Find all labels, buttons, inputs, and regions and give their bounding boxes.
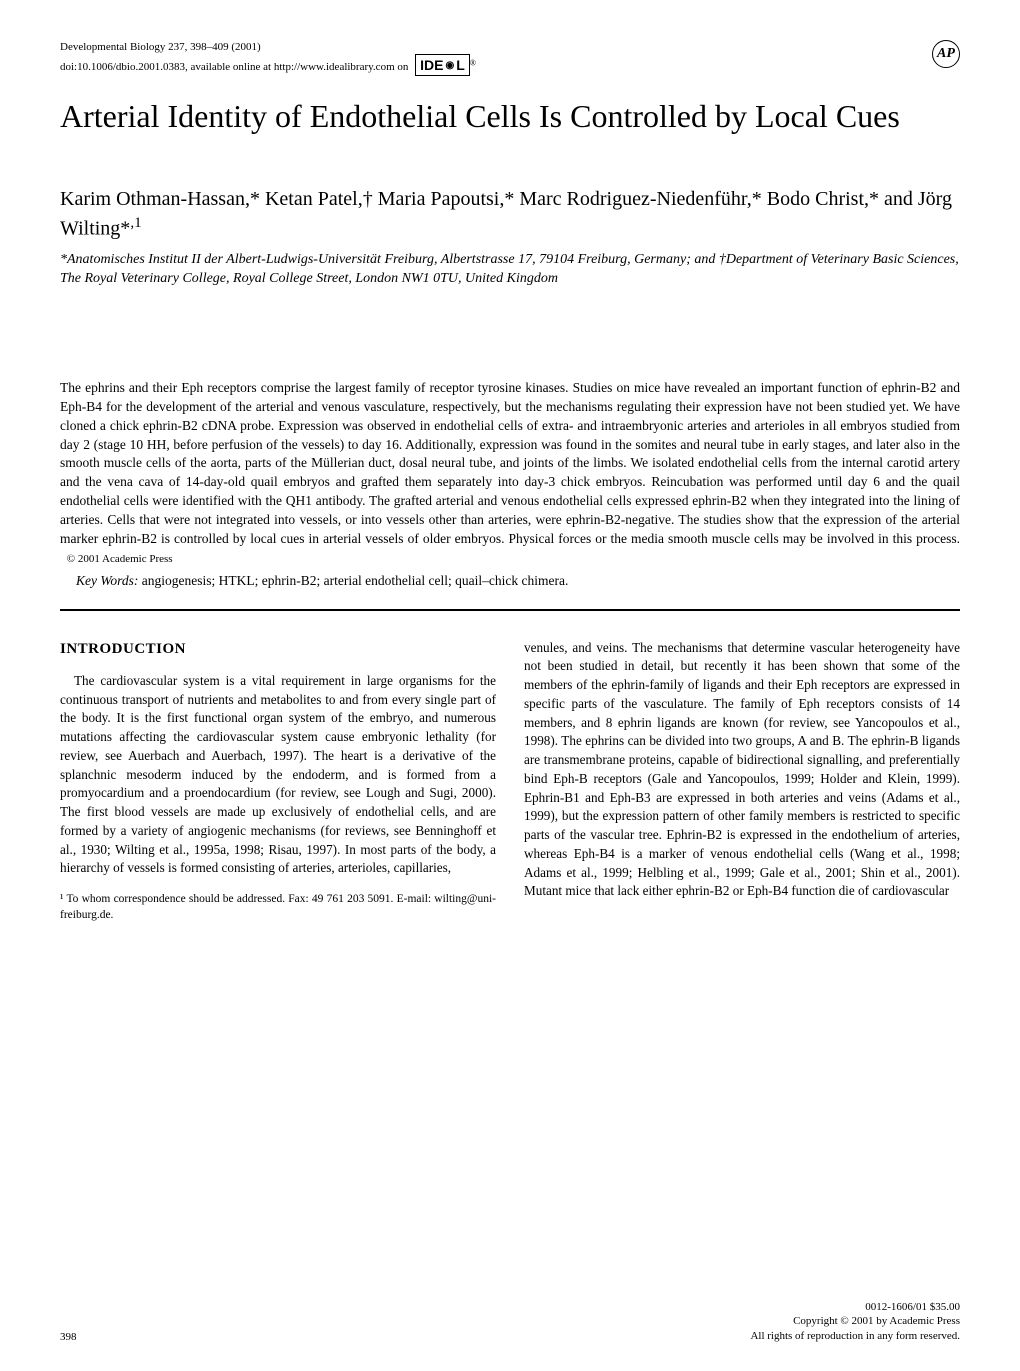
paper-title: Arterial Identity of Endothelial Cells I…: [60, 96, 960, 136]
copyright-line: Copyright © 2001 by Academic Press: [750, 1314, 960, 1328]
journal-line: Developmental Biology 237, 398–409 (2001…: [60, 40, 476, 54]
footer-right: 0012-1606/01 $35.00 Copyright © 2001 by …: [750, 1300, 960, 1343]
page-number: 398: [60, 1331, 77, 1343]
ideal-logo-text: IDE: [420, 56, 443, 74]
doi-line: doi:10.1006/dbio.2001.0383, available on…: [60, 54, 476, 76]
doi-text: doi:10.1006/dbio.2001.0383, available on…: [60, 61, 408, 73]
header-meta: Developmental Biology 237, 398–409 (2001…: [60, 40, 476, 76]
registered-mark: ®: [470, 59, 476, 68]
authors-list: Karim Othman-Hassan,* Ketan Patel,† Mari…: [60, 186, 960, 243]
ap-logo-text: AP: [937, 46, 955, 62]
correspondence-footnote: ¹ To whom correspondence should be addre…: [60, 892, 496, 923]
introduction-heading: INTRODUCTION: [60, 639, 496, 660]
intro-paragraph-left: The cardiovascular system is a vital req…: [60, 672, 496, 878]
keywords-line: Key Words: angiogenesis; HTKL; ephrin-B2…: [60, 572, 960, 591]
keywords-text: angiogenesis; HTKL; ephrin-B2; arterial …: [142, 573, 569, 588]
affiliations: *Anatomisches Institut II der Albert-Lud…: [60, 251, 960, 289]
globe-icon: ◉: [445, 59, 454, 72]
abstract-body: The ephrins and their Eph receptors comp…: [60, 380, 960, 546]
two-column-body: INTRODUCTION The cardiovascular system i…: [60, 639, 960, 923]
divider-rule: [60, 609, 960, 611]
keywords-label: Key Words:: [76, 573, 138, 588]
ideal-logo-suffix: L: [456, 56, 465, 74]
rights-line: All rights of reproduction in any form r…: [750, 1329, 960, 1343]
intro-paragraph-right: venules, and veins. The mechanisms that …: [524, 639, 960, 901]
copyright-inline: © 2001 Academic Press: [67, 553, 173, 565]
page-footer: 398 0012-1606/01 $35.00 Copyright © 2001…: [60, 1300, 960, 1343]
ap-logo-icon: AP: [932, 40, 960, 68]
left-column: INTRODUCTION The cardiovascular system i…: [60, 639, 496, 923]
right-column: venules, and veins. The mechanisms that …: [524, 639, 960, 923]
issn-line: 0012-1606/01 $35.00: [750, 1300, 960, 1314]
abstract-text: The ephrins and their Eph receptors comp…: [60, 379, 960, 568]
ideal-logo: IDE◉L: [415, 54, 470, 76]
header-row: Developmental Biology 237, 398–409 (2001…: [60, 40, 960, 84]
